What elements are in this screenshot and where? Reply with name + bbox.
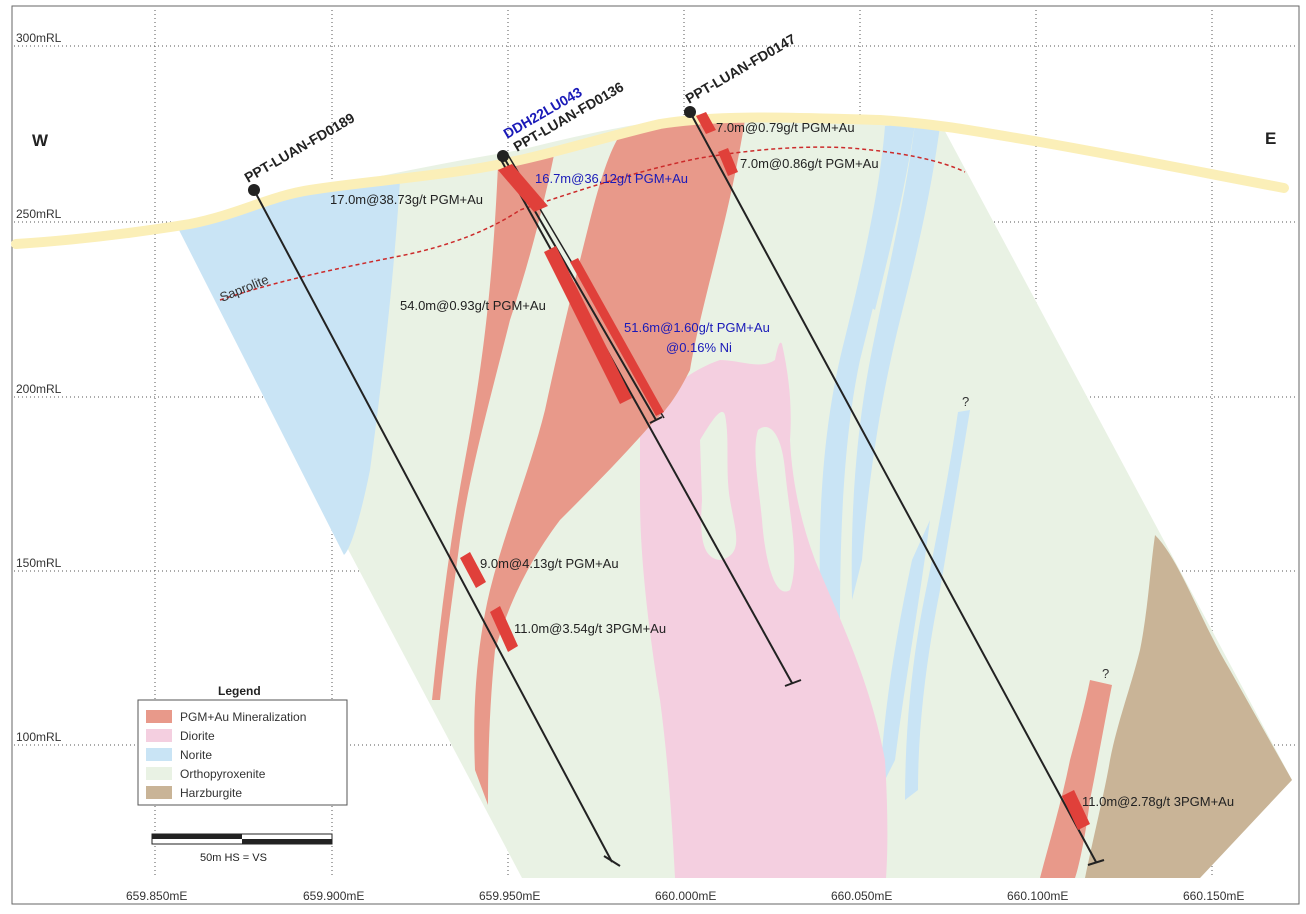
- elevation-100: 100mRL: [16, 730, 62, 744]
- legend-swatch-norite: [146, 748, 172, 761]
- east-direction: E: [1265, 129, 1276, 148]
- legend-label-harzburgite: Harzburgite: [180, 786, 242, 800]
- intercept-label-7: 9.0m@4.13g/t PGM+Au: [480, 556, 619, 571]
- saprolite-boundary: [219, 146, 966, 301]
- intercept-label-6: 7.0m@0.86g/t PGM+Au: [740, 156, 879, 171]
- legend-title: Legend: [218, 684, 261, 698]
- diorite-inclusion-2: [755, 426, 795, 592]
- scale-bar: 50m HS = VS: [151, 833, 333, 864]
- intercept-label-1: 17.0m@38.73g/t PGM+Au: [330, 192, 483, 207]
- intercept-label-9: 11.0m@2.78g/t 3PGM+Au: [1082, 794, 1234, 809]
- elevation-250: 250mRL: [16, 207, 62, 221]
- intercept-bars: [460, 112, 1090, 830]
- west-direction: W: [32, 131, 49, 150]
- easting-659950: 659.950mE: [479, 889, 540, 903]
- easting-660150: 660.150mE: [1183, 889, 1244, 903]
- collar-fd0147[interactable]: [684, 106, 696, 118]
- intercept-label-4b: @0.16% Ni: [666, 340, 732, 355]
- easting-659850: 659.850mE: [126, 889, 187, 903]
- question-mark-mineralization: ?: [1102, 666, 1109, 681]
- legend-swatch-mineralization: [146, 710, 172, 723]
- question-mark-norite: ?: [962, 394, 969, 409]
- intercept-label-5: 7.0m@0.79g/t PGM+Au: [716, 120, 855, 135]
- easting-660000: 660.000mE: [655, 889, 716, 903]
- drillhole-traces: [253, 111, 1105, 867]
- legend-label-orthopyroxenite: Orthopyroxenite: [180, 767, 266, 781]
- norite-unit-west: [178, 180, 400, 555]
- scale-bar-label: 50m HS = VS: [200, 852, 267, 864]
- elevation-200: 200mRL: [16, 382, 62, 396]
- intercept-label-4a: 51.6m@1.60g/t PGM+Au: [624, 320, 770, 335]
- intercept-label-3: 54.0m@0.93g/t PGM+Au: [400, 298, 546, 313]
- legend-swatch-orthopyroxenite: [146, 767, 172, 780]
- legend-label-norite: Norite: [180, 748, 212, 762]
- legend-swatch-diorite: [146, 729, 172, 742]
- intercept-label-8: 11.0m@3.54g/t 3PGM+Au: [514, 621, 666, 636]
- legend: Legend PGM+Au Mineralization Diorite Nor…: [137, 684, 348, 806]
- intercept-label-2: 16.7m@36.12g/t PGM+Au: [535, 171, 688, 186]
- collar-fd0136[interactable]: [497, 150, 509, 162]
- easting-660050: 660.050mE: [831, 889, 892, 903]
- topography-surface: [11, 112, 1289, 249]
- diorite-inclusion: [700, 411, 737, 560]
- elevation-300: 300mRL: [16, 31, 62, 45]
- easting-659900: 659.900mE: [303, 889, 364, 903]
- easting-660100: 660.100mE: [1007, 889, 1068, 903]
- norite-stripes-east: [819, 124, 970, 800]
- legend-label-diorite: Diorite: [180, 729, 215, 743]
- elevation-150: 150mRL: [16, 556, 62, 570]
- legend-swatch-harzburgite: [146, 786, 172, 799]
- collar-fd0189[interactable]: [248, 184, 260, 196]
- harzburgite-unit: [1085, 535, 1292, 878]
- legend-label-mineralization: PGM+Au Mineralization: [180, 710, 306, 724]
